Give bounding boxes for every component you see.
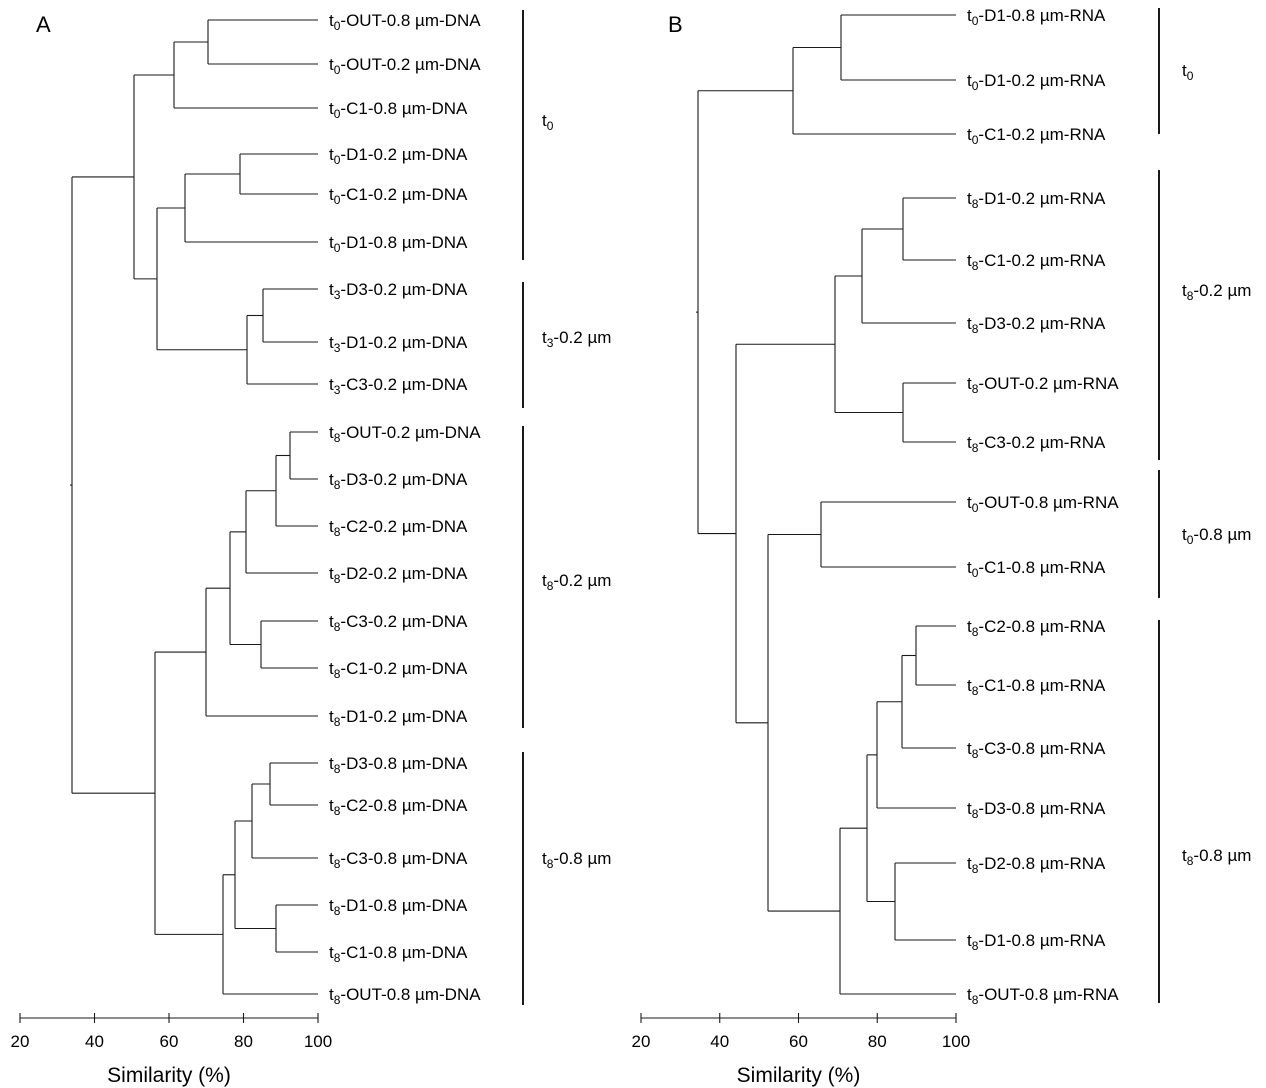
x-tick-label: 60 [160, 1032, 179, 1051]
leaf-label: t8-OUT-0.2 µm-DNA [329, 423, 481, 445]
group-label: t8-0.2 µm [542, 571, 611, 593]
panel-a-leaf-labels: t0-OUT-0.8 µm-DNA t0-OUT-0.2 µm-DNA t0-C1-… [329, 11, 481, 1007]
x-tick-label: 40 [710, 1032, 729, 1051]
group-label: t3-0.2 µm [542, 328, 611, 350]
leaf-label: t8-D1-0.2 µm-RNA [967, 189, 1106, 211]
x-tick-label: 80 [234, 1032, 253, 1051]
leaf-label: t0-C1-0.8 µm-RNA [967, 558, 1106, 580]
leaf-label: t3-D1-0.2 µm-DNA [329, 333, 468, 355]
group-label: t0-0.8 µm [1182, 525, 1251, 547]
panel-b: B t0-D1-0.8 µm-RNA t0-D1-0.2 µm-RNA t0-C1-… [632, 6, 1252, 1087]
x-tick-label: 40 [85, 1032, 104, 1051]
leaf-label: t8-OUT-0.8 µm-DNA [329, 985, 481, 1007]
leaf-label: t0-C1-0.2 µm-DNA [329, 185, 468, 207]
leaf-label: t8-C2-0.8 µm-DNA [329, 796, 468, 818]
leaf-label: t0-D1-0.2 µm-DNA [329, 145, 468, 167]
group-label: t8-0.8 µm [1182, 846, 1251, 868]
leaf-label: t8-D2-0.8 µm-RNA [967, 854, 1106, 876]
leaf-label: t8-C3-0.2 µm-RNA [967, 433, 1106, 455]
leaf-label: t3-C3-0.2 µm-DNA [329, 375, 468, 397]
leaf-label: t0-OUT-0.8 µm-DNA [329, 11, 481, 33]
leaf-label: t8-D3-0.8 µm-RNA [967, 799, 1106, 821]
leaf-label: t8-D3-0.2 µm-DNA [329, 470, 468, 492]
leaf-label: t8-OUT-0.8 µm-RNA [967, 985, 1119, 1007]
panel-b-leaf-labels: t0-D1-0.8 µm-RNA t0-D1-0.2 µm-RNA t0-C1-0.… [967, 6, 1119, 1007]
panel-b-group-brackets: t0 t8-0.2 µm t0-0.8 µm t8-0.8 µm [1158, 8, 1251, 1003]
panel-b-letter: B [668, 12, 683, 37]
leaf-label: t8-OUT-0.2 µm-RNA [967, 374, 1119, 396]
leaf-label: t0-C1-0.8 µm-DNA [329, 99, 468, 121]
leaf-label: t8-C3-0.8 µm-RNA [967, 739, 1106, 761]
group-label: t8-0.2 µm [1182, 281, 1251, 303]
leaf-label: t8-D1-0.2 µm-DNA [329, 707, 468, 729]
group-label: t0 [1182, 61, 1194, 83]
leaf-label: t0-C1-0.2 µm-RNA [967, 125, 1106, 147]
panel-a-tree [70, 19, 318, 995]
leaf-label: t0-OUT-0.2 µm-DNA [329, 55, 481, 77]
panel-a: A t0-OUT-0.8 µm-DNA t0-OUT-0.2 µm-DNA t0-C… [11, 10, 611, 1087]
leaf-label: t8-D1-0.8 µm-DNA [329, 896, 468, 918]
panel-a-group-brackets: t0 t3-0.2 µm t8-0.2 µm t8-0.8 µm [522, 10, 611, 1005]
x-tick-label: 20 [632, 1032, 651, 1051]
panel-a-axis: 20 40 60 80 100 Similarity (%) [11, 1013, 332, 1087]
leaf-label: t8-C1-0.8 µm-DNA [329, 943, 468, 965]
x-axis-title: Similarity (%) [107, 1064, 231, 1087]
group-label: t0 [542, 111, 554, 133]
x-axis-title: Similarity (%) [737, 1064, 861, 1087]
leaf-label: t0-D1-0.8 µm-DNA [329, 233, 468, 255]
x-tick-label: 20 [11, 1032, 30, 1051]
group-label: t8-0.8 µm [542, 849, 611, 871]
panel-b-axis: 20 40 60 80 100 Similarity (%) [632, 1013, 970, 1087]
leaf-label: t0-D1-0.2 µm-RNA [967, 71, 1106, 93]
leaf-label: t3-D3-0.2 µm-DNA [329, 280, 468, 302]
x-tick-label: 100 [304, 1032, 332, 1051]
leaf-label: t0-D1-0.8 µm-RNA [967, 6, 1106, 28]
panel-b-tree [696, 14, 956, 995]
leaf-label: t8-C3-0.8 µm-DNA [329, 849, 468, 871]
leaf-label: t8-D3-0.8 µm-DNA [329, 754, 468, 776]
leaf-label: t8-D1-0.8 µm-RNA [967, 931, 1106, 953]
leaf-label: t8-C1-0.8 µm-RNA [967, 676, 1106, 698]
leaf-label: t8-C2-0.2 µm-DNA [329, 517, 468, 539]
leaf-label: t8-C1-0.2 µm-RNA [967, 251, 1106, 273]
x-tick-label: 60 [789, 1032, 808, 1051]
panel-a-letter: A [36, 12, 51, 37]
x-tick-label: 80 [868, 1032, 887, 1051]
leaf-label: t8-C2-0.8 µm-RNA [967, 617, 1106, 639]
leaf-label: t8-D3-0.2 µm-RNA [967, 314, 1106, 336]
leaf-label: t8-C1-0.2 µm-DNA [329, 659, 468, 681]
leaf-label: t8-C3-0.2 µm-DNA [329, 612, 468, 634]
x-tick-label: 100 [942, 1032, 970, 1051]
leaf-label: t0-OUT-0.8 µm-RNA [967, 493, 1119, 515]
leaf-label: t8-D2-0.2 µm-DNA [329, 564, 468, 586]
